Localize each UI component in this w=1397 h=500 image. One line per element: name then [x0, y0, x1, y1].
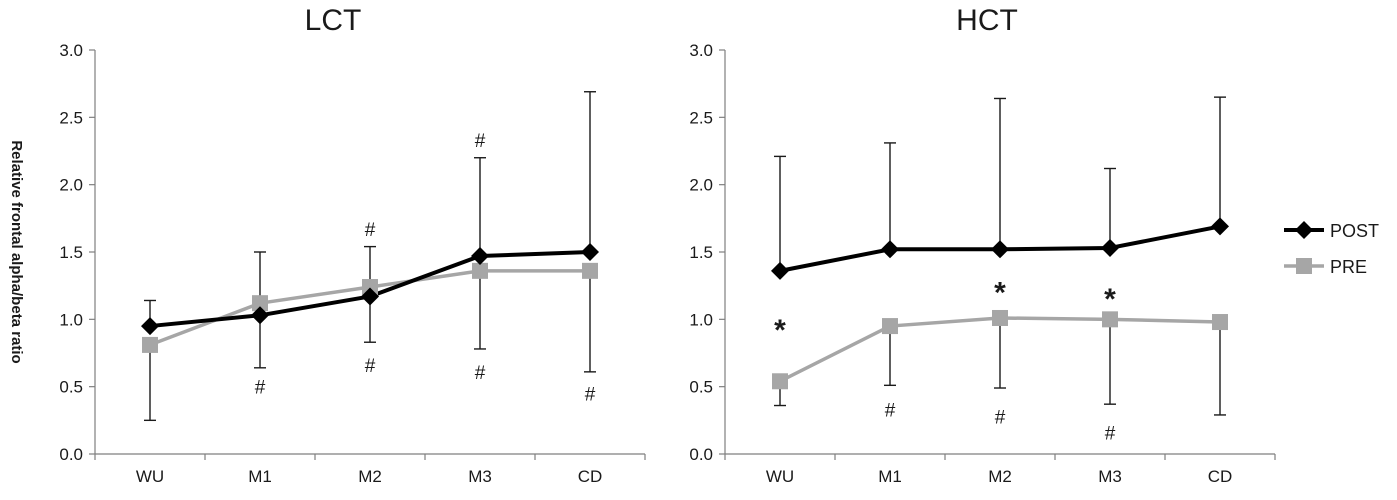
data-point-pre	[992, 309, 1008, 326]
series-post	[144, 91, 596, 327]
significance-hash: #	[585, 384, 596, 405]
y-tick-label: 3.0	[59, 41, 83, 60]
data-point-pre	[252, 295, 268, 312]
significance-hash: #	[995, 407, 1006, 428]
y-tick-label: 1.5	[59, 243, 83, 262]
data-point-post	[471, 247, 489, 266]
data-point-post	[1211, 217, 1229, 236]
data-point-post	[141, 317, 159, 336]
x-tick-label: WU	[766, 467, 794, 486]
data-point-pre	[772, 373, 788, 390]
legend: POST PRE	[1284, 221, 1379, 277]
x-tick-label: M2	[988, 467, 1012, 486]
significance-hash: #	[475, 363, 486, 384]
x-tick-label: WU	[136, 467, 164, 486]
series-pre	[774, 317, 1226, 416]
x-tick-label: M2	[358, 467, 382, 486]
y-tick-label: 0.5	[59, 378, 83, 397]
significance-hash: #	[885, 401, 896, 422]
data-point-pre	[882, 318, 898, 335]
y-tick-label: 2.0	[59, 176, 83, 195]
series-post	[774, 96, 1226, 271]
legend-label: POST	[1330, 221, 1379, 241]
y-tick-label: 0.0	[689, 445, 713, 464]
significance-star: *	[994, 276, 1006, 309]
chart-title: HCT	[956, 4, 1018, 37]
x-tick-label: M1	[878, 467, 902, 486]
data-point-post	[991, 240, 1009, 259]
x-tick-label: CD	[578, 467, 603, 486]
chart-panel-hct: HCT 0.0 0.5 1.0 1.5 2.0 2.5 3.0 WU M1 M2 M3 CD * * * # # #	[689, 4, 1276, 486]
data-point-pre	[1212, 314, 1228, 331]
significance-hash: #	[1105, 423, 1116, 444]
data-point-pre	[1102, 311, 1118, 328]
significance-hash: #	[475, 131, 486, 152]
data-point-post	[581, 243, 599, 261]
y-tick-label: 1.5	[689, 243, 713, 262]
x-tick-label: M3	[1098, 467, 1122, 486]
y-tick-label: 1.0	[689, 310, 713, 329]
y-tick-label: 3.0	[689, 41, 713, 60]
data-point-post	[881, 240, 899, 259]
data-point-post	[361, 287, 379, 306]
x-tick-label: M3	[468, 467, 492, 486]
data-point-post	[1101, 238, 1119, 257]
significance-hash: #	[255, 378, 266, 399]
legend-marker-diamond	[1295, 221, 1313, 239]
data-point-pre	[362, 279, 378, 296]
y-axis-label: Relative frontal alpha/beta ratio	[8, 140, 25, 363]
data-point-pre	[142, 336, 158, 353]
significance-star: *	[774, 314, 786, 347]
legend-label: PRE	[1330, 257, 1367, 277]
significance-star: *	[1104, 283, 1116, 316]
legend-marker-square	[1296, 258, 1312, 274]
data-point-pre	[582, 262, 598, 279]
x-tick-label: CD	[1208, 467, 1233, 486]
significance-hash: #	[365, 220, 376, 241]
data-point-post	[771, 261, 789, 280]
chart-panel-lct: LCT 0.0 0.5 1.0 1.5 2.0 2.5 3.0 WU M1 M2 M3 CD Relati…	[8, 4, 646, 486]
y-tick-label: 0.5	[689, 378, 713, 397]
data-point-post	[251, 306, 269, 325]
y-tick-label: 2.5	[689, 108, 713, 127]
y-tick-label: 2.0	[689, 176, 713, 195]
data-point-pre	[472, 262, 488, 279]
y-tick-label: 2.5	[59, 108, 83, 127]
significance-hash: #	[365, 356, 376, 377]
x-tick-label: M1	[248, 467, 272, 486]
y-tick-label: 0.0	[59, 445, 83, 464]
chart-title: LCT	[305, 4, 362, 37]
y-tick-label: 1.0	[59, 310, 83, 329]
